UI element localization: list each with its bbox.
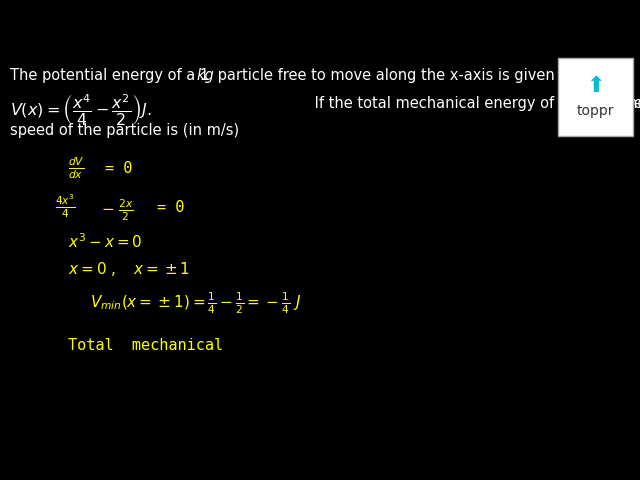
- Text: If the total mechanical energy of the particle is 2: If the total mechanical energy of the pa…: [310, 96, 640, 111]
- Text: kg: kg: [196, 68, 214, 83]
- Text: = 0: = 0: [157, 200, 184, 215]
- Text: ⬆: ⬆: [586, 76, 605, 96]
- Text: , then the maximum: , then the maximum: [575, 96, 640, 111]
- Text: $V(x) = \left(\dfrac{x^4}{4} - \dfrac{x^2}{2}\right) J.$: $V(x) = \left(\dfrac{x^4}{4} - \dfrac{x^…: [10, 92, 152, 128]
- Text: particle free to move along the x-axis is given by: particle free to move along the x-axis i…: [213, 68, 577, 83]
- FancyBboxPatch shape: [558, 58, 633, 136]
- Text: toppr: toppr: [577, 104, 614, 118]
- Text: The potential energy of a 1: The potential energy of a 1: [10, 68, 209, 83]
- Text: $\frac{4x^3}{4}$: $\frac{4x^3}{4}$: [55, 193, 76, 220]
- Text: = 0: = 0: [105, 161, 132, 176]
- Text: $-\ \frac{2x}{2}$: $-\ \frac{2x}{2}$: [101, 197, 134, 223]
- Text: $x = 0\ ,\quad x = \pm 1$: $x = 0\ ,\quad x = \pm 1$: [68, 260, 190, 278]
- Text: Total  mechanical: Total mechanical: [68, 338, 223, 353]
- Text: $\frac{dV}{dx}$: $\frac{dV}{dx}$: [68, 155, 84, 180]
- Text: J: J: [567, 96, 572, 111]
- Text: speed of the particle is (in m/s): speed of the particle is (in m/s): [10, 123, 239, 138]
- Text: $V_{min}(x = \pm 1) = \frac{1}{4} - \frac{1}{2} = -\frac{1}{4}\ J$: $V_{min}(x = \pm 1) = \frac{1}{4} - \fra…: [90, 290, 301, 315]
- Text: $x^3 - x = 0$: $x^3 - x = 0$: [68, 232, 143, 251]
